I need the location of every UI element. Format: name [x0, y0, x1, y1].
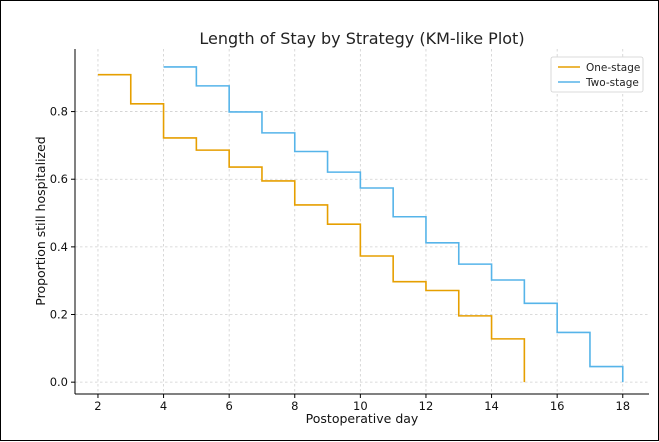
y-tick-label: 0.0	[50, 375, 68, 389]
legend: One-stage Two-stage	[550, 56, 644, 93]
series-line-two-stage	[163, 66, 624, 383]
series-layer	[97, 66, 624, 383]
x-tick-label: 6	[225, 399, 232, 413]
x-tick-label: 12	[419, 399, 434, 413]
legend-label-two-stage: Two-stage	[585, 77, 639, 89]
y-tick-label: 0.6	[50, 172, 68, 186]
x-tick-label: 10	[353, 399, 368, 413]
x-tick-label: 8	[291, 399, 298, 413]
chart-title: Length of Stay by Strategy (KM-like Plot…	[199, 29, 524, 48]
x-tick-label: 18	[615, 399, 630, 413]
legend-label-one-stage: One-stage	[586, 62, 640, 74]
grid-layer	[75, 49, 649, 394]
series-line-one-stage	[97, 73, 526, 383]
x-tick-label: 16	[550, 399, 565, 413]
y-axis-label: Proportion still hospitalized	[33, 136, 48, 305]
y-tick-label: 0.2	[50, 308, 68, 322]
y-tick-label: 0.4	[50, 240, 68, 254]
axes-layer	[74, 49, 649, 395]
legend-box	[550, 56, 644, 93]
x-tick-label: 14	[484, 399, 499, 413]
x-tick-label: 2	[94, 399, 101, 413]
x-tick-label: 4	[160, 399, 167, 413]
y-tick-label: 0.8	[50, 105, 68, 119]
x-axis-label: Postoperative day	[306, 411, 419, 426]
ticks-layer: 2 4 6 8 10 12 14 16 18 0.0 0.2 0.4 0.6 0.8	[50, 105, 630, 413]
